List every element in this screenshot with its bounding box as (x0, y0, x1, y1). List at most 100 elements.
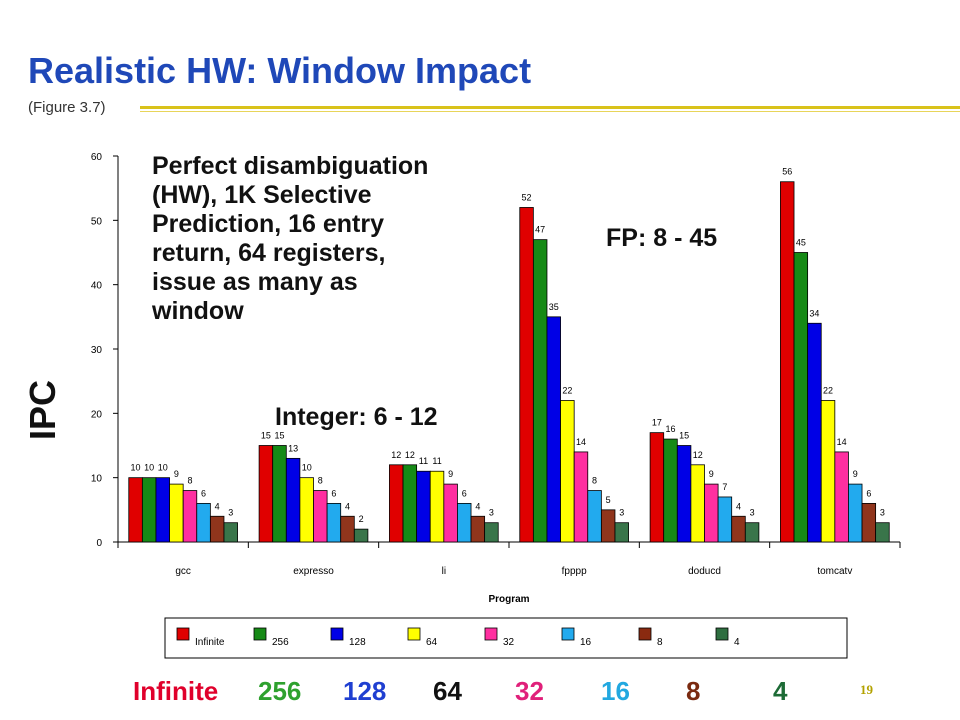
bottom-legend-item: 128 (343, 676, 387, 706)
bar (546, 316, 561, 543)
bar-value-label: 17 (652, 418, 662, 428)
bar (731, 515, 746, 543)
bar-value-label: 10 (131, 463, 141, 473)
bar-value-label: 14 (837, 437, 847, 447)
bar (834, 451, 849, 543)
bar (196, 502, 211, 543)
y-tick-label: 10 (91, 474, 103, 485)
y-tick-label: 60 (91, 152, 103, 163)
bar-value-label: 47 (535, 225, 545, 235)
bar (272, 445, 287, 543)
y-tick-label: 40 (91, 281, 103, 292)
bottom-legend-item: 256 (258, 676, 302, 706)
bar (470, 515, 486, 543)
bar (299, 477, 314, 543)
bar-value-label: 9 (174, 469, 179, 479)
bar-value-label: 14 (576, 437, 586, 447)
bar-value-label: 8 (187, 476, 192, 486)
legend-label: 8 (657, 637, 663, 648)
bottom-legend-item: 8 (686, 676, 701, 706)
slide-subtitle: (Figure 3.7) (28, 99, 106, 116)
bar-value-label: 7 (722, 482, 727, 492)
bar (258, 445, 274, 543)
annotation-integer: Integer: 6 - 12 (275, 403, 438, 431)
bar-value-label: 16 (665, 424, 675, 434)
y-tick-label: 50 (91, 216, 103, 227)
bar (389, 464, 404, 543)
bar-value-label: 34 (809, 308, 819, 318)
bar (614, 522, 629, 543)
bar-value-label: 5 (606, 495, 611, 505)
legend-label: Infinite (195, 637, 225, 648)
bar-value-label: 3 (228, 508, 233, 518)
legend-swatch (561, 627, 575, 641)
title-rule (140, 106, 960, 109)
bar-value-label: 10 (158, 463, 168, 473)
bar-value-label: 12 (405, 450, 415, 460)
bar (690, 464, 705, 543)
bar (169, 483, 184, 543)
page-number: 19 (860, 682, 873, 697)
legend-label: 128 (349, 637, 366, 648)
category-label: tomcatv (817, 566, 852, 577)
legend-label: 256 (272, 637, 289, 648)
y-tick-label: 30 (91, 345, 103, 356)
x-axis-title: Program (488, 594, 529, 605)
bottom-legend-item: 16 (601, 676, 630, 706)
bar-value-label: 3 (750, 508, 755, 518)
bottom-legend-item: 64 (433, 676, 462, 706)
bar-value-label: 9 (448, 469, 453, 479)
bar (676, 445, 692, 543)
bar-value-label: 8 (318, 476, 323, 486)
y-tick-label: 20 (91, 409, 103, 420)
bar-value-label: 4 (475, 501, 480, 511)
bar (519, 207, 534, 543)
bar (848, 483, 863, 543)
bar-value-label: 3 (619, 508, 624, 518)
legend-swatch (253, 627, 267, 641)
legend-swatch (407, 627, 421, 641)
bar (182, 490, 198, 543)
legend-label: 64 (426, 637, 438, 648)
bar (820, 400, 836, 543)
bar (807, 322, 822, 543)
bar (600, 509, 616, 543)
bar-value-label: 9 (853, 469, 858, 479)
bar-value-label: 15 (679, 431, 689, 441)
bar-value-label: 15 (274, 431, 284, 441)
annotation-line: Prediction, 16 entry (152, 210, 385, 238)
bar-value-label: 4 (736, 501, 741, 511)
bar (649, 432, 665, 543)
annotation-line: window (152, 297, 244, 325)
bar-value-label: 11 (432, 456, 441, 466)
annotation-line: return, 64 registers, (152, 239, 386, 267)
category-label: li (442, 566, 446, 577)
bar-value-label: 45 (796, 238, 806, 248)
bar (285, 457, 301, 543)
bar-value-label: 6 (201, 488, 206, 498)
bar (340, 515, 355, 543)
legend-label: 16 (580, 637, 592, 648)
bar (223, 522, 238, 543)
bar-value-label: 12 (391, 450, 401, 460)
bar (326, 502, 342, 543)
slide-title: Realistic HW: Window Impact (28, 50, 532, 91)
category-label: gcc (175, 566, 191, 577)
bar (704, 483, 719, 543)
bottom-legend-item: Infinite (133, 676, 219, 706)
legend-swatch (484, 627, 498, 641)
bar-value-label: 4 (345, 501, 350, 511)
bar-value-label: 13 (288, 443, 298, 453)
bar-value-label: 6 (866, 488, 871, 498)
category-label: expresso (293, 566, 334, 577)
bar (443, 483, 458, 543)
bar (861, 502, 877, 543)
bar (780, 181, 795, 543)
bar (209, 515, 225, 543)
chart-legend (164, 617, 848, 659)
bar-value-label: 35 (549, 302, 559, 312)
bar (532, 239, 548, 543)
legend-label: 32 (503, 637, 515, 648)
legend-swatch (638, 627, 652, 641)
bar-value-label: 11 (419, 456, 428, 466)
